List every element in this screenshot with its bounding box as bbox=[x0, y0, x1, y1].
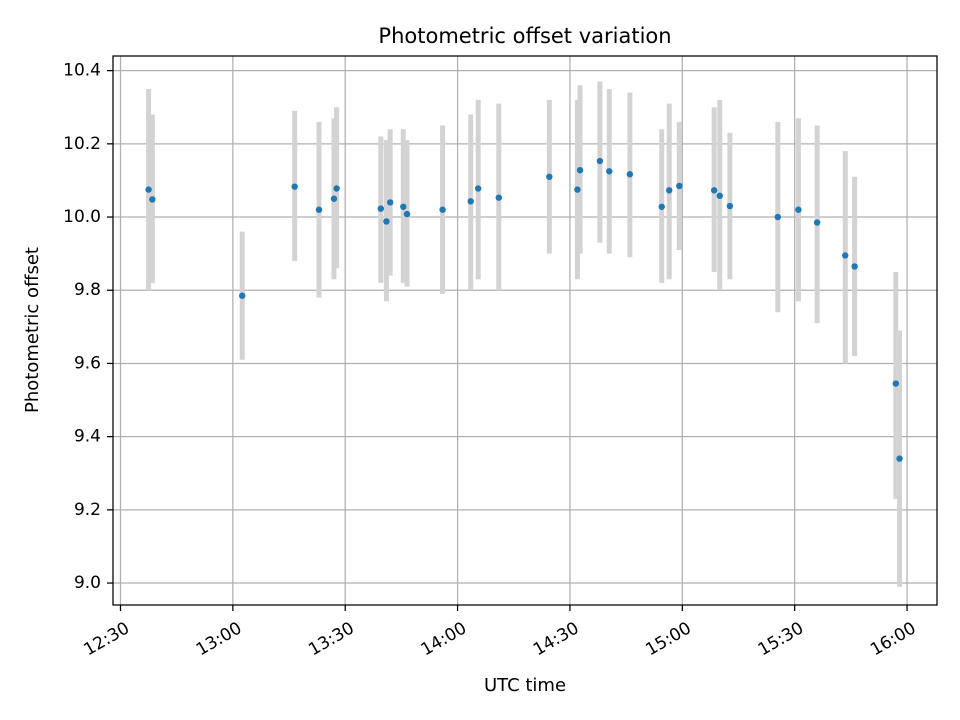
data-point bbox=[666, 187, 673, 194]
data-point bbox=[149, 196, 156, 203]
y-tick-label: 9.4 bbox=[74, 427, 101, 447]
data-point bbox=[726, 202, 734, 210]
data-point bbox=[896, 455, 903, 462]
x-tick-label: 16:00 bbox=[867, 618, 919, 660]
data-point bbox=[710, 187, 718, 194]
data-point bbox=[291, 183, 298, 190]
y-tick-label: 9.8 bbox=[74, 280, 101, 300]
y-tick-label: 10.4 bbox=[63, 61, 101, 81]
data-point bbox=[467, 198, 474, 205]
data-point bbox=[774, 213, 782, 221]
chart-title: Photometric offset variation bbox=[378, 24, 671, 48]
data-point bbox=[596, 157, 604, 165]
data-point bbox=[333, 185, 340, 192]
y-axis-ticks: 9.0 9.2 9.4 9.6 9.8 10.0 10.2 10.4 bbox=[63, 61, 113, 593]
data-point bbox=[403, 210, 411, 218]
data-point bbox=[239, 292, 246, 299]
grid bbox=[113, 56, 937, 605]
x-axis-ticks: 12:30 13:00 13:30 14:00 14:30 15:00 15:30 16:00 bbox=[81, 605, 920, 660]
data-point bbox=[658, 203, 665, 210]
data-point bbox=[574, 186, 581, 193]
plot-frame bbox=[112, 55, 938, 606]
data-point bbox=[474, 185, 482, 192]
data-point bbox=[145, 186, 152, 193]
data-point bbox=[576, 166, 584, 174]
x-tick-label: 14:30 bbox=[530, 618, 582, 660]
x-tick-label: 12:30 bbox=[81, 618, 133, 660]
data-point bbox=[546, 173, 553, 180]
data-point bbox=[842, 252, 849, 259]
data-point bbox=[813, 219, 821, 226]
data-point bbox=[439, 206, 446, 213]
data-point bbox=[851, 263, 858, 270]
x-tick-label: 15:30 bbox=[755, 618, 807, 660]
x-axis-label: UTC time bbox=[484, 675, 566, 696]
data-point bbox=[676, 182, 683, 190]
y-tick-label: 9.6 bbox=[74, 353, 101, 373]
y-tick-label: 10.2 bbox=[63, 134, 101, 154]
error-bars bbox=[146, 81, 903, 587]
data-point bbox=[716, 192, 723, 200]
data-point bbox=[495, 194, 502, 201]
data-points bbox=[145, 157, 903, 462]
data-point bbox=[330, 195, 338, 202]
data-point bbox=[892, 380, 899, 387]
x-tick-label: 13:00 bbox=[193, 618, 245, 660]
y-axis-label: Photometric offset bbox=[22, 247, 43, 413]
y-tick-label: 9.0 bbox=[74, 573, 101, 593]
data-point bbox=[606, 168, 613, 175]
data-point bbox=[386, 199, 394, 206]
data-point bbox=[795, 206, 802, 213]
y-tick-label: 10.0 bbox=[63, 207, 101, 227]
data-point bbox=[400, 203, 407, 210]
data-point bbox=[377, 205, 384, 212]
data-point bbox=[315, 206, 323, 213]
data-point bbox=[383, 218, 390, 225]
y-tick-label: 9.2 bbox=[74, 500, 101, 520]
x-tick-label: 13:30 bbox=[305, 618, 357, 660]
data-point bbox=[626, 171, 634, 178]
x-tick-label: 14:00 bbox=[418, 618, 470, 660]
x-tick-label: 15:00 bbox=[642, 618, 694, 660]
